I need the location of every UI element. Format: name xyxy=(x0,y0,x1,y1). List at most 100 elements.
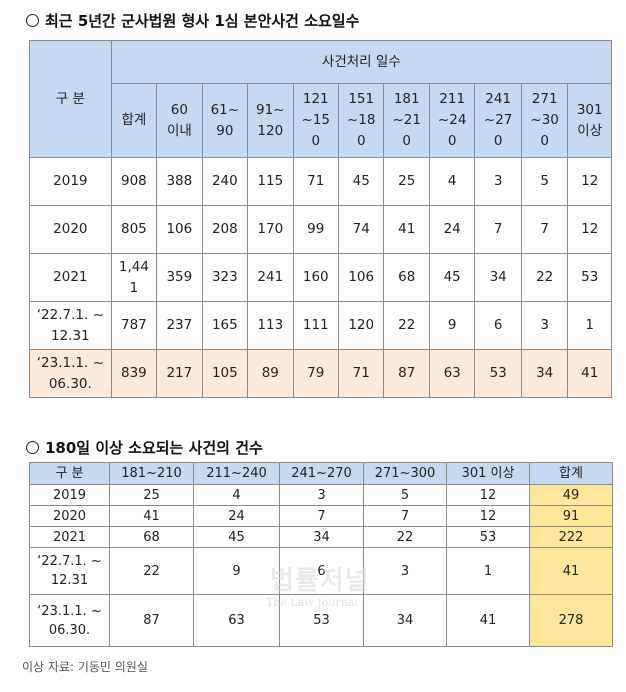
group-header: 사건처리 일수 xyxy=(110,40,613,84)
table-cell: 41 xyxy=(383,205,430,254)
column-header: 271 ~30 0 xyxy=(520,83,569,158)
table-cell: 34 xyxy=(520,349,569,398)
table-cell: 7 xyxy=(474,205,522,254)
table-cell: 170 xyxy=(247,205,294,254)
column-header: 60 이내 xyxy=(156,83,203,158)
table-row: 2019 25 4 3 5 12 49 xyxy=(29,484,613,506)
row-label: 2019 xyxy=(29,484,110,506)
table-cell: 240 xyxy=(201,157,249,206)
table-cell: 53 xyxy=(279,594,364,647)
table-cell: 71 xyxy=(337,349,385,398)
table-cell: 359 xyxy=(156,253,203,302)
table-cell: 12 xyxy=(567,157,612,206)
total-cell: 91 xyxy=(529,505,613,527)
table-cell: 787 xyxy=(110,301,158,350)
table-cell: 241 xyxy=(247,253,294,302)
table-row-highlighted: ‘23.1.1. ~ 06.30. 839 217 105 89 79 71 8… xyxy=(29,349,612,398)
table-row: 2020 805 106 208 170 99 74 41 24 7 7 12 xyxy=(29,205,612,254)
table1-title-text: 최근 5년간 군사법원 형사 1심 본안사건 소요일수 xyxy=(45,12,360,30)
table-cell: 89 xyxy=(247,349,294,398)
long-cases-table: 구 분 181~210 211~240 241~270 271~300 301 … xyxy=(29,462,613,647)
table-cell: 237 xyxy=(156,301,203,350)
table-cell: 63 xyxy=(428,349,476,398)
table-cell: 115 xyxy=(247,157,294,206)
total-cell: 278 xyxy=(529,594,613,647)
column-header: 181~210 xyxy=(109,462,194,485)
table-cell: 4 xyxy=(428,157,476,206)
table-cell: 388 xyxy=(156,157,203,206)
row-label: ‘23.1.1. ~ 06.30. xyxy=(29,349,112,398)
table-cell: 87 xyxy=(109,594,194,647)
table-cell: 805 xyxy=(110,205,158,254)
table-cell: 45 xyxy=(428,253,476,302)
column-header: 271~300 xyxy=(363,462,447,485)
table-cell: 120 xyxy=(337,301,385,350)
table-cell: 9 xyxy=(193,547,280,595)
column-header: 301 이상 xyxy=(446,462,530,485)
table-row: 2021 68 45 34 22 53 222 xyxy=(29,526,613,548)
table-cell: 6 xyxy=(474,301,522,350)
row-label: ‘22.7.1. ~ 12.31 xyxy=(29,547,110,595)
table-cell: 160 xyxy=(292,253,340,302)
column-header: 합계 xyxy=(529,462,613,485)
table-row: ‘23.1.1. ~ 06.30. 87 63 53 34 41 278 xyxy=(29,594,613,647)
circle-bullet-icon xyxy=(26,14,39,27)
table-cell: 105 xyxy=(201,349,249,398)
table-cell: 7 xyxy=(279,505,364,527)
table-cell: 7 xyxy=(363,505,447,527)
table-cell: 45 xyxy=(193,526,280,548)
table-cell: 3 xyxy=(279,484,364,506)
table-cell: 5 xyxy=(520,157,569,206)
table-cell: 12 xyxy=(567,205,612,254)
table-row: 2021 1,44 1 359 323 241 160 106 68 45 34… xyxy=(29,253,612,302)
table-cell: 99 xyxy=(292,205,340,254)
table-cell: 165 xyxy=(201,301,249,350)
table-cell: 63 xyxy=(193,594,280,647)
row-label: ‘22.7.1. ~ 12.31 xyxy=(29,301,112,350)
circle-bullet-icon xyxy=(26,441,39,454)
table-cell: 53 xyxy=(474,349,522,398)
table-cell: 111 xyxy=(292,301,340,350)
table-cell: 22 xyxy=(109,547,194,595)
table-cell: 208 xyxy=(201,205,249,254)
column-header: 211 ~24 0 xyxy=(428,83,476,158)
column-header: 181 ~21 0 xyxy=(383,83,430,158)
column-header: 211~240 xyxy=(193,462,280,485)
row-label: 2021 xyxy=(29,526,110,548)
table-row: ‘22.7.1. ~ 12.31 22 9 6 3 1 41 xyxy=(29,547,613,595)
table1-title: 최근 5년간 군사법원 형사 1심 본안사건 소요일수 xyxy=(26,10,359,31)
table-cell: 68 xyxy=(383,253,430,302)
table-cell: 6 xyxy=(279,547,364,595)
column-header: 61~ 90 xyxy=(201,83,249,158)
table-cell: 25 xyxy=(109,484,194,506)
column-header: 91~ 120 xyxy=(247,83,294,158)
table-cell: 9 xyxy=(428,301,476,350)
watermark: 법률저널 xyxy=(270,566,370,596)
table-cell: 908 xyxy=(110,157,158,206)
row-label: 2020 xyxy=(29,505,110,527)
table-cell: 12 xyxy=(446,505,530,527)
total-cell: 222 xyxy=(529,526,613,548)
table-cell: 12 xyxy=(446,484,530,506)
table-cell: 323 xyxy=(201,253,249,302)
table-cell: 34 xyxy=(363,594,447,647)
table-cell: 839 xyxy=(110,349,158,398)
column-header: 합계 xyxy=(110,83,158,158)
watermark-subtitle: The Law Journal xyxy=(266,596,358,609)
table2-title: 180일 이상 소요되는 사건의 건수 xyxy=(26,437,263,458)
table-row: 2019 908 388 240 115 71 45 25 4 3 5 12 xyxy=(29,157,612,206)
table-cell: 3 xyxy=(520,301,569,350)
row-label: 2021 xyxy=(29,253,112,302)
source-note: 이상 자료: 기동민 의원실 xyxy=(22,660,148,674)
table-cell: 113 xyxy=(247,301,294,350)
table-cell: 41 xyxy=(109,505,194,527)
table-cell: 217 xyxy=(156,349,203,398)
table-cell: 1 xyxy=(567,301,612,350)
table-cell: 22 xyxy=(520,253,569,302)
table-cell: 41 xyxy=(567,349,612,398)
column-header: 121 ~15 0 xyxy=(292,83,340,158)
column-header: 241~270 xyxy=(279,462,364,485)
table-cell: 24 xyxy=(428,205,476,254)
table-cell: 1 xyxy=(446,547,530,595)
table-cell: 53 xyxy=(567,253,612,302)
